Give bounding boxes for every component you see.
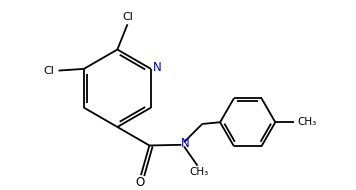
- Text: Cl: Cl: [122, 12, 133, 22]
- Text: O: O: [135, 176, 145, 189]
- Text: CH₃: CH₃: [297, 117, 316, 127]
- Text: N: N: [153, 61, 161, 74]
- Text: Cl: Cl: [44, 66, 54, 76]
- Text: N: N: [181, 137, 189, 150]
- Text: CH₃: CH₃: [189, 167, 208, 177]
